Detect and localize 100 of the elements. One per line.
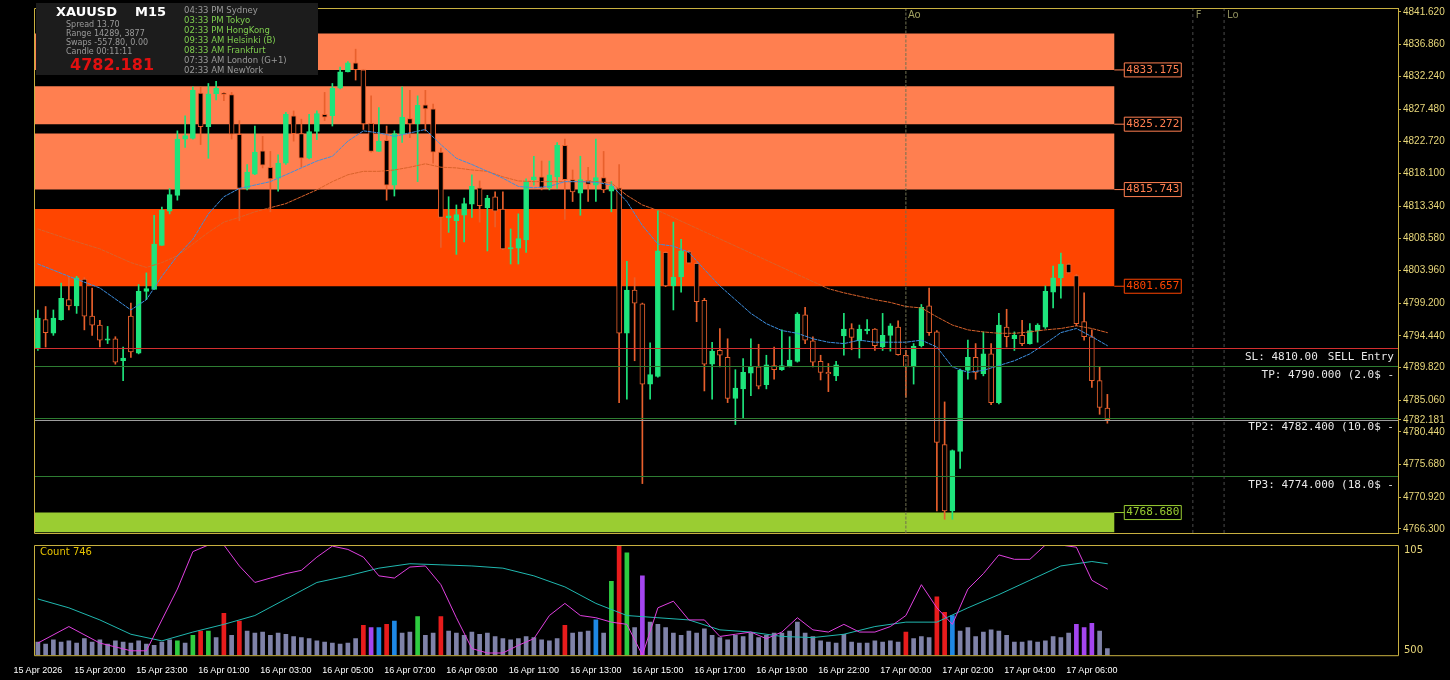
bar: [578, 631, 583, 656]
ref-line-label: Ao: [907, 8, 921, 20]
bar: [330, 642, 335, 656]
candlestick: [66, 276, 72, 311]
bar: [694, 632, 699, 656]
bar: [237, 620, 242, 656]
bar: [291, 636, 296, 656]
bar: [322, 641, 327, 656]
annotation: 07:33 AM London (G+1): [184, 55, 287, 65]
annotation: 08:33 AM Frankfurt: [184, 45, 266, 55]
bar: [702, 628, 707, 656]
bar: [198, 630, 203, 656]
ref-line-label: SELL Entry: [1327, 349, 1395, 363]
y-tick-label: 4794.440: [1403, 329, 1446, 341]
candlestick: [841, 313, 847, 356]
bar: [857, 642, 862, 656]
bar: [206, 630, 211, 656]
bar: [74, 642, 79, 656]
x-tick-label: 16 Apr 01:00: [198, 665, 250, 676]
x-tick-label: 16 Apr 07:00: [384, 665, 436, 676]
bar: [51, 639, 56, 656]
band-label: 4825.272: [1126, 117, 1180, 131]
y-tick-label: 4827.480: [1403, 102, 1446, 114]
bar: [268, 635, 273, 656]
x-tick-label: 17 Apr 02:00: [942, 665, 994, 676]
text: 105: [1404, 543, 1424, 555]
x-tick-label: 16 Apr 15:00: [632, 665, 684, 676]
annotation: 03:33 PM Tokyo: [184, 15, 251, 25]
x-tick-label: 16 Apr 05:00: [322, 665, 374, 676]
bar: [260, 631, 265, 656]
y-tick-label: 4789.820: [1403, 361, 1446, 373]
x-tick-label: 17 Apr 06:00: [1066, 665, 1118, 676]
bar: [1035, 641, 1040, 656]
annotation: Count 746: [40, 545, 92, 557]
candlestick: [182, 115, 188, 148]
x-tick-label: 15 Apr 23:00: [136, 665, 188, 676]
bar: [756, 637, 761, 656]
annotation: 4782.181: [70, 55, 155, 74]
bar: [105, 643, 110, 656]
candlestick: [531, 155, 537, 186]
x-tick-label: 16 Apr 22:00: [818, 665, 870, 676]
candlestick: [407, 90, 413, 139]
bar: [601, 632, 606, 656]
bar: [353, 638, 358, 656]
bar: [795, 621, 800, 656]
annotation: 04:33 PM Sydney: [184, 5, 258, 15]
bar: [1004, 635, 1009, 656]
bar: [1105, 648, 1110, 656]
bar: [818, 640, 823, 656]
bar: [911, 638, 916, 656]
bar: [826, 641, 831, 656]
y-tick-label: 4818.100: [1403, 167, 1446, 179]
bar: [229, 635, 234, 656]
bar: [950, 615, 955, 656]
bar: [384, 624, 389, 656]
chart-subtitle: M15: [134, 4, 166, 19]
y-tick-label: 4803.960: [1403, 264, 1446, 276]
bar: [880, 641, 885, 656]
bar: [539, 639, 544, 656]
y-tick-label: 4799.200: [1403, 296, 1446, 308]
bar: [640, 575, 645, 656]
bar: [787, 630, 792, 656]
x-tick-label: 17 Apr 04:00: [1004, 665, 1056, 676]
bar: [888, 640, 893, 656]
y-tick-label: 4782.181: [1403, 413, 1446, 425]
y-tick-label: 4822.720: [1403, 135, 1446, 147]
x-tick-label: 16 Apr 03:00: [260, 665, 312, 676]
bar: [454, 632, 459, 656]
bar: [671, 632, 676, 656]
annotation: Swaps -557.80, 0.00: [66, 38, 149, 47]
y-tick-label: 4766.300: [1403, 522, 1446, 534]
bar: [1097, 630, 1102, 656]
annotation: 02:33 PM HongKong: [184, 25, 270, 35]
bar: [609, 581, 614, 656]
bar: [849, 641, 854, 656]
candlestick: [647, 342, 653, 400]
bar: [508, 639, 513, 656]
y-tick-label: 4813.340: [1403, 199, 1446, 211]
band-label: 4768.680: [1126, 505, 1180, 519]
band-label: 4801.657: [1126, 279, 1180, 293]
bar: [663, 627, 668, 656]
bar: [299, 637, 304, 656]
bar: [136, 640, 141, 656]
y-tick-label: 4836.860: [1403, 38, 1446, 50]
y-tick-label: 4808.580: [1403, 232, 1446, 244]
bar: [167, 639, 172, 656]
bar: [82, 638, 87, 656]
annotation: Range 14289, 3877: [66, 29, 145, 38]
x-tick-label: 17 Apr 00:00: [880, 665, 932, 676]
ref-line-label: TP2: 4782.400 (10.0$ -: [1248, 419, 1394, 433]
band-label: 4833.175: [1126, 62, 1180, 76]
y-tick-label: 4780.440: [1403, 425, 1446, 437]
candlestick: [221, 92, 227, 101]
bar: [423, 635, 428, 656]
bar: [113, 640, 118, 656]
chart-title: XAUUSD: [56, 4, 117, 19]
x-tick-label: 16 Apr 17:00: [694, 665, 746, 676]
ref-line-label: TP: 4790.000 (2.0$ -: [1261, 367, 1394, 381]
annotation: 02:33 AM NewYork: [184, 65, 264, 75]
line-series: [37, 128, 1108, 373]
